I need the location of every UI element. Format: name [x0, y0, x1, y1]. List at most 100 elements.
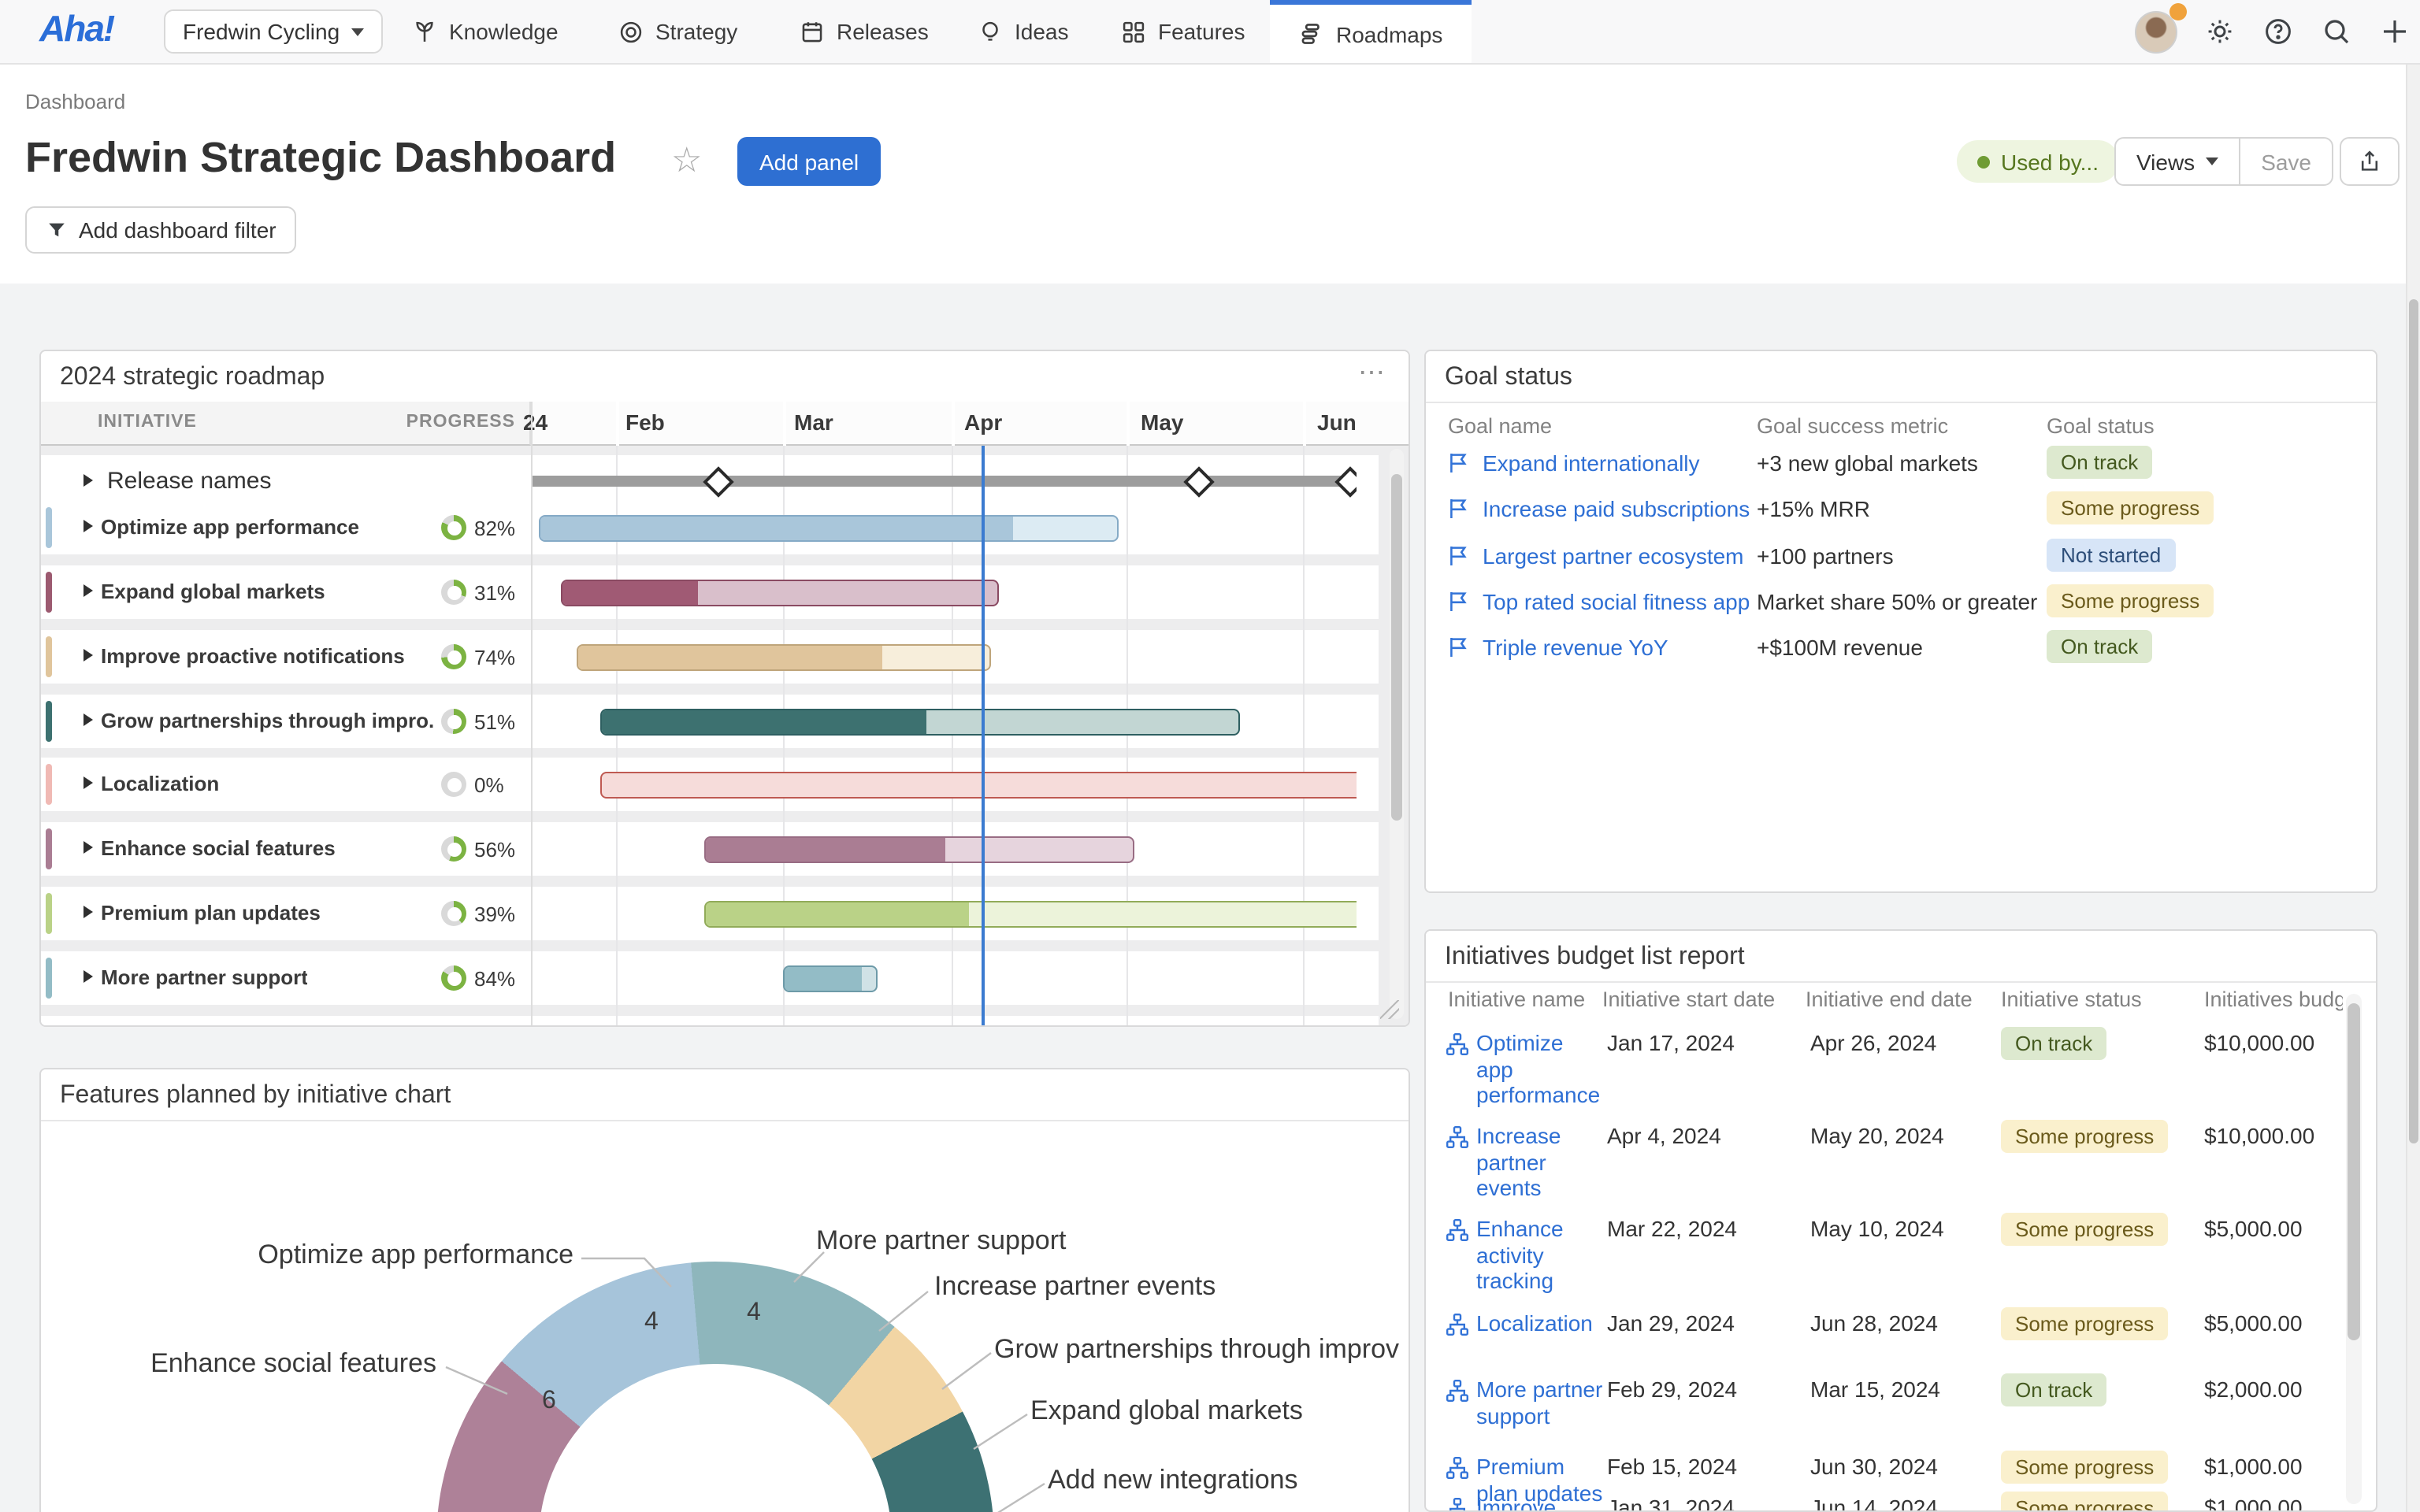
save-button[interactable]: Save [2240, 139, 2332, 184]
initiative-link[interactable]: Localization [1476, 1310, 1605, 1336]
nav-item-strategy[interactable]: Strategy [618, 0, 737, 63]
milestone-diamond[interactable] [1183, 465, 1215, 497]
gantt-scrollbar[interactable] [1390, 449, 1404, 1019]
initiative-name[interactable]: Improve proactive notifications [101, 644, 405, 668]
caret-icon[interactable] [84, 713, 93, 726]
nav-item-knowledge[interactable]: Knowledge [411, 0, 559, 63]
end-date: Jun 14, 2024 [1810, 1495, 1938, 1512]
page-scrollbar[interactable] [2406, 65, 2420, 1512]
views-button[interactable]: Views [2116, 139, 2239, 184]
add-panel-button[interactable]: Add panel [737, 137, 881, 186]
progress-ring-icon [441, 901, 466, 926]
budget-scroll-thumb[interactable] [2348, 1003, 2360, 1340]
avatar[interactable] [2135, 10, 2177, 53]
milestone-diamond[interactable] [703, 465, 734, 497]
favorite-star-icon[interactable]: ☆ [671, 140, 702, 181]
workspace-label: Fredwin Cycling [183, 19, 340, 44]
gantt-bar[interactable] [600, 708, 1240, 735]
gantt-bar[interactable] [600, 771, 1357, 798]
initiative-name[interactable]: Premium plan updates [101, 901, 321, 925]
nav-item-features[interactable]: Features [1120, 0, 1245, 63]
nav-item-releases[interactable]: Releases [799, 0, 929, 63]
caret-icon[interactable] [84, 584, 93, 597]
milestone-diamond[interactable] [1334, 465, 1357, 497]
slice-label[interactable]: Expand global markets [1030, 1395, 1303, 1427]
plus-icon[interactable] [2379, 16, 2411, 47]
caret-icon[interactable] [84, 520, 93, 532]
budget-scrollbar[interactable] [2346, 994, 2362, 1504]
caret-icon[interactable] [84, 906, 93, 918]
page-scroll-thumb[interactable] [2409, 299, 2418, 1143]
gantt-bar[interactable] [783, 965, 878, 991]
roadmaps-icon [1298, 20, 1325, 47]
roadmap-panel: 2024 strategic roadmap ⋯ INITIATIVE PROG… [39, 350, 1410, 1027]
slice-label[interactable]: Grow partnerships through improv [994, 1334, 1399, 1366]
caret-icon[interactable] [84, 776, 93, 789]
initiative-link[interactable]: Enhance activity tracking [1476, 1216, 1605, 1294]
col-goal-metric: Goal success metric [1757, 414, 1948, 438]
progress-pct: 82% [474, 517, 515, 540]
slice-label[interactable]: Add new integrations [1048, 1465, 1298, 1496]
gantt-bar[interactable] [704, 836, 1134, 862]
slice-label[interactable]: More partner support [816, 1225, 1067, 1257]
end-date: Jun 30, 2024 [1810, 1454, 1938, 1479]
chevron-down-icon [2206, 158, 2218, 165]
initiative-name[interactable]: Expand global markets [101, 580, 325, 603]
month-label: May [1141, 410, 1183, 435]
gantt-bar[interactable] [539, 514, 1119, 541]
initiative-link[interactable]: Increase partner events [1476, 1123, 1605, 1201]
initiative-link[interactable]: Optimize app performance [1476, 1030, 1605, 1108]
strategy-icon [618, 18, 644, 45]
goal-link[interactable]: Triple revenue YoY [1483, 635, 1668, 660]
goal-link[interactable]: Largest partner ecosystem [1483, 543, 1744, 569]
initiative-name[interactable]: Enhance social features [101, 836, 336, 860]
progress-pct: 56% [474, 838, 515, 862]
share-button[interactable] [2340, 137, 2400, 186]
gantt-bar[interactable] [704, 900, 1357, 927]
initiative-name[interactable]: More partner support [101, 965, 308, 989]
month-label: 24 [523, 410, 547, 435]
gantt-bar[interactable] [577, 643, 991, 670]
initiative-name[interactable]: Grow partnerships through impro... [101, 709, 435, 732]
status-badge: Some progress [2001, 1120, 2168, 1153]
aha-logo[interactable]: Aha! [39, 8, 113, 50]
app-screen: Aha! Fredwin Cycling Knowledge Strategy … [0, 0, 2420, 1512]
add-dashboard-filter-button[interactable]: Add dashboard filter [25, 206, 297, 254]
initiative-link[interactable]: Improve proactive notifications [1476, 1495, 1605, 1512]
initiative-link[interactable]: More partner support [1476, 1377, 1605, 1429]
workspace-selector[interactable]: Fredwin Cycling [164, 9, 382, 54]
gantt-bar[interactable] [561, 579, 999, 606]
caret-icon[interactable] [84, 649, 93, 662]
row-color-strip [46, 636, 52, 677]
progress-ring-icon [441, 836, 466, 862]
col-progress: PROGRESS [406, 413, 515, 432]
used-by-badge[interactable]: Used by... [1957, 140, 2119, 183]
budget-panel: Initiatives budget list report Initiativ… [1424, 929, 2377, 1512]
progress-ring-icon [441, 965, 466, 991]
initiative-name[interactable]: Optimize app performance [101, 515, 359, 539]
caret-icon[interactable] [84, 970, 93, 983]
chevron-down-icon [351, 28, 363, 35]
slice-label[interactable]: Optimize app performance [258, 1240, 573, 1271]
panel-resize-handle[interactable] [1380, 1000, 1399, 1019]
goal-link[interactable]: Expand internationally [1483, 450, 1700, 476]
slice-label[interactable]: Enhance social features [150, 1348, 436, 1380]
caret-icon[interactable] [84, 841, 93, 854]
status-badge: On track [2047, 446, 2152, 479]
caret-icon[interactable] [84, 474, 93, 487]
goal-link[interactable]: Increase paid subscriptions [1483, 496, 1750, 521]
goal-link[interactable]: Top rated social fitness app [1483, 589, 1750, 614]
nav-item-roadmaps-active[interactable]: Roadmaps [1270, 0, 1471, 63]
col-initiative: INITIATIVE [98, 413, 197, 432]
gantt-scroll-thumb[interactable] [1391, 474, 1402, 821]
search-icon[interactable] [2321, 16, 2352, 47]
initiative-name[interactable]: Localization [101, 772, 219, 795]
gear-icon[interactable] [2204, 16, 2236, 47]
nav-item-ideas[interactable]: Ideas [977, 0, 1069, 63]
slice-label[interactable]: Increase partner events [934, 1271, 1216, 1303]
release-timeline-bar[interactable] [531, 476, 1357, 487]
goal-metric: Market share 50% or greater [1757, 589, 2037, 614]
help-icon[interactable] [2262, 16, 2294, 47]
breadcrumb[interactable]: Dashboard [25, 90, 125, 113]
panel-menu-icon[interactable]: ⋯ [1358, 358, 1386, 389]
